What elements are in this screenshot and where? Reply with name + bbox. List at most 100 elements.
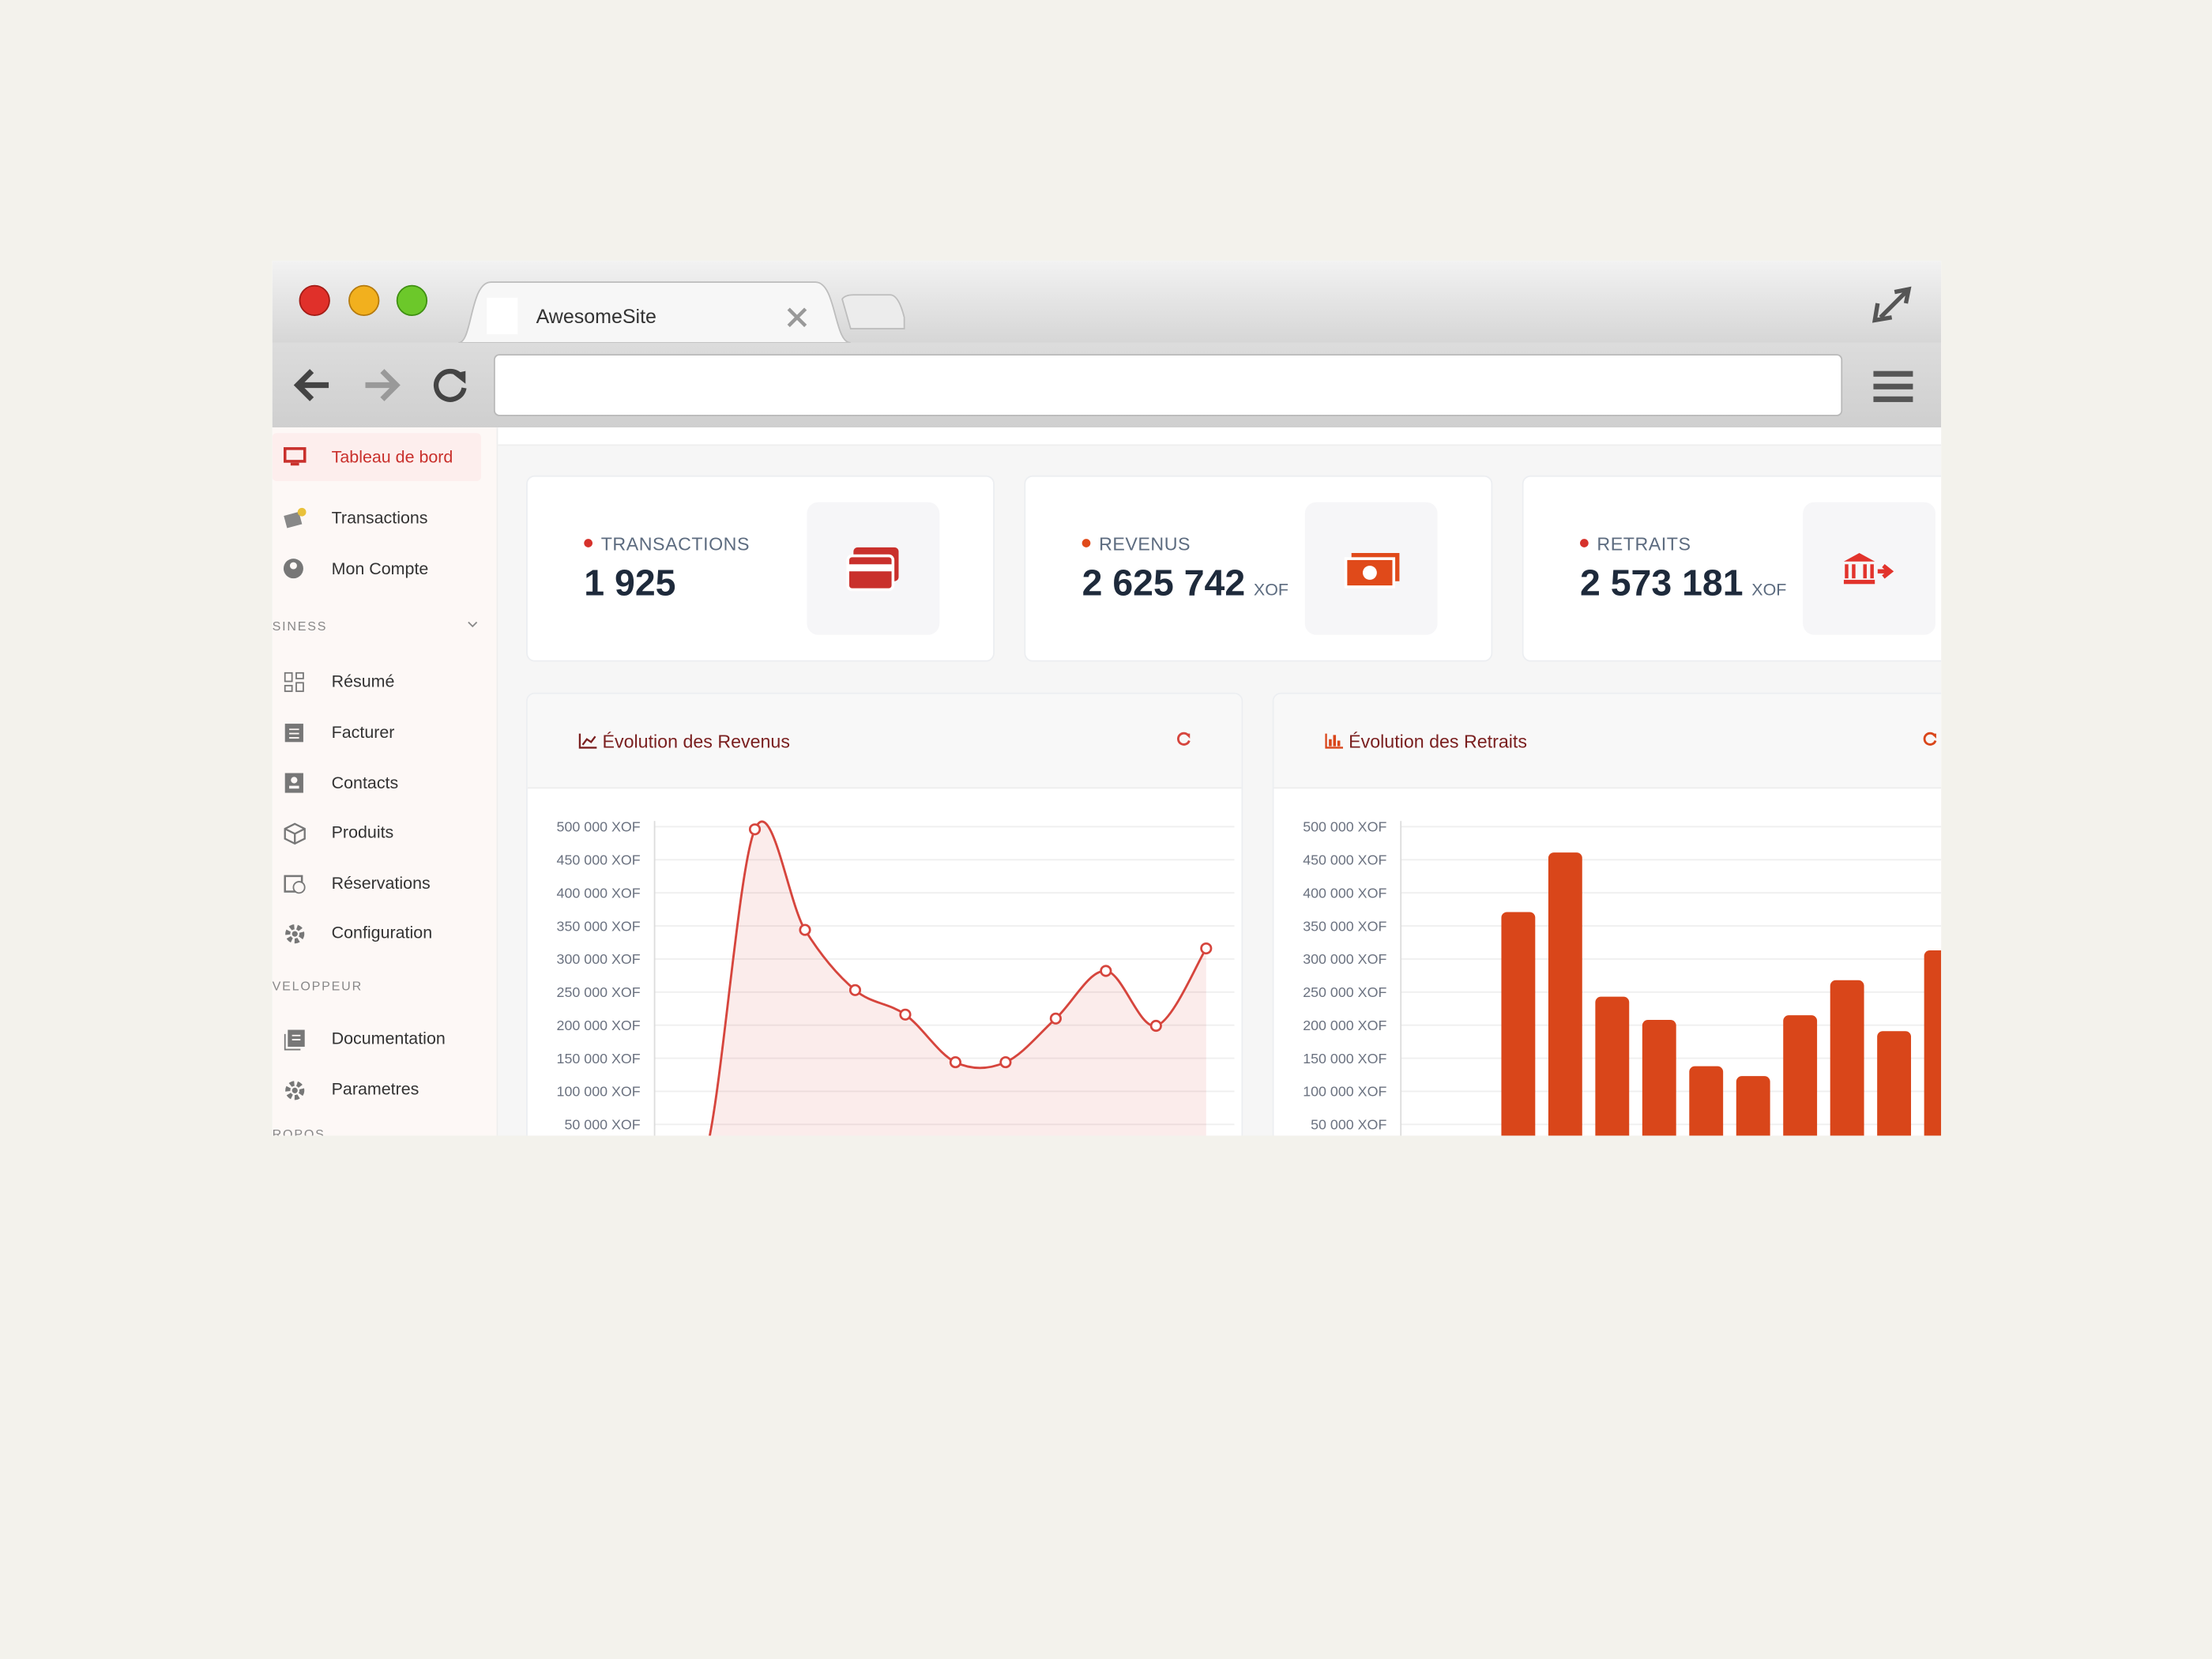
- icon: [284, 822, 306, 845]
- y-tick-label: 100 000 XOF: [1303, 1084, 1386, 1100]
- tab-bar: AwesomeSite: [272, 261, 1942, 344]
- stat-number: 2 625 742: [1082, 561, 1246, 604]
- icon: [1344, 553, 1400, 589]
- stat-label: RETRAITS: [1597, 533, 1691, 555]
- address-bar[interactable]: [494, 354, 1843, 416]
- stat-value: 2 625 742 XOF: [1082, 562, 1288, 605]
- forward-button[interactable]: [365, 369, 401, 401]
- chart-title: Évolution des Retraits: [1349, 731, 1527, 752]
- nav-item[interactable]: Facturer: [331, 722, 395, 743]
- point: [999, 1055, 1012, 1069]
- point: [1049, 1012, 1062, 1025]
- y-tick-label: 150 000 XOF: [557, 1051, 641, 1066]
- nav-item[interactable]: Mon Compte: [331, 559, 429, 579]
- stat-card: RETRAITS 2 573 181 XOF: [1522, 475, 1942, 662]
- icon: [1843, 553, 1894, 585]
- nav-item[interactable]: Produits: [331, 822, 394, 843]
- chevron[interactable]: [465, 619, 480, 630]
- refresh-button[interactable]: [1921, 731, 1938, 747]
- fullscreen-icon[interactable]: [1872, 286, 1912, 323]
- icon: [283, 559, 303, 579]
- icon-box: [807, 502, 940, 635]
- bar: [1736, 1076, 1770, 1136]
- icon: [285, 1081, 305, 1100]
- chart-icon: [578, 733, 597, 749]
- nav-item[interactable]: Tableau de bord: [331, 447, 453, 468]
- tab-close[interactable]: [787, 307, 807, 328]
- nav-item[interactable]: Configuration: [331, 922, 433, 942]
- y-tick-label: 350 000 XOF: [557, 918, 641, 934]
- chart-header: [1273, 694, 1942, 789]
- maximize-button[interactable]: [396, 284, 428, 317]
- bar: [1830, 980, 1864, 1136]
- nav-item[interactable]: Contacts: [331, 773, 399, 793]
- refresh-button[interactable]: [1176, 731, 1192, 747]
- browser-window: AwesomeSite Tableau de bord Transactions…: [272, 261, 1942, 1136]
- section-title: ROPOS: [272, 1127, 325, 1136]
- y-tick-label: 450 000 XOF: [557, 852, 641, 868]
- close-button[interactable]: [299, 284, 330, 317]
- icon: [284, 724, 303, 743]
- stat-unit: XOF: [1751, 579, 1787, 600]
- stat-value: 2 573 181 XOF: [1580, 562, 1786, 605]
- chart-header: [527, 694, 1242, 789]
- point: [748, 823, 762, 836]
- icon: [283, 447, 307, 466]
- bar: [1689, 1066, 1724, 1136]
- dot: [1580, 539, 1589, 547]
- y-tick-label: 100 000 XOF: [557, 1084, 641, 1100]
- point: [1200, 942, 1213, 955]
- nav-item[interactable]: Réservations: [331, 873, 431, 893]
- nav-item[interactable]: Transactions: [331, 507, 428, 528]
- dot: [584, 539, 592, 547]
- y-tick-label: 50 000 XOF: [564, 1117, 640, 1133]
- icon: [284, 1029, 305, 1051]
- bar: [1783, 1015, 1818, 1136]
- section-title: SINESS: [272, 619, 328, 634]
- nav-item[interactable]: Documentation: [331, 1028, 446, 1048]
- y-tick-label: 300 000 XOF: [1303, 951, 1386, 967]
- point: [848, 984, 862, 996]
- bar: [1548, 852, 1582, 1136]
- point: [1100, 965, 1112, 977]
- icon: [284, 507, 307, 529]
- bar: [1924, 950, 1942, 1136]
- y-tick-label: 200 000 XOF: [1303, 1018, 1386, 1033]
- bar: [1501, 912, 1536, 1136]
- sidebar: Tableau de bord Transactions Mon Compte …: [272, 427, 498, 1136]
- menu-button[interactable]: [1872, 368, 1915, 404]
- stat-card: REVENUS 2 625 742 XOF: [1024, 475, 1493, 662]
- reload-button[interactable]: [433, 368, 467, 402]
- y-tick-label: 250 000 XOF: [1303, 984, 1386, 1000]
- y-tick-label: 400 000 XOF: [1303, 885, 1386, 901]
- chart-card: Évolution des Retraits 50 000 XOF 100 000…: [1272, 692, 1942, 1136]
- tab-bar-graphics: AwesomeSite: [299, 281, 1912, 344]
- icon-box: [1304, 502, 1438, 635]
- chart-card: Évolution des Revenus 50 000 XOF 100 000 …: [526, 692, 1243, 1136]
- stat-unit: XOF: [1253, 579, 1288, 600]
- chart-icon: [1325, 733, 1343, 749]
- icon: [285, 924, 305, 944]
- point: [1149, 1019, 1162, 1033]
- toolbar: [272, 342, 1942, 428]
- icon: [284, 672, 304, 692]
- stat-number: 1 925: [584, 561, 676, 604]
- y-tick-label: 50 000 XOF: [1311, 1117, 1386, 1133]
- tab[interactable]: [458, 281, 851, 344]
- new-tab[interactable]: [841, 294, 905, 329]
- page-content: Tableau de bord Transactions Mon Compte …: [272, 427, 1942, 1136]
- minimize-button[interactable]: [348, 284, 380, 317]
- y-tick-label: 200 000 XOF: [557, 1018, 641, 1033]
- nav-item[interactable]: Résumé: [331, 672, 395, 691]
- y-tick-label: 150 000 XOF: [1303, 1051, 1386, 1066]
- stat-value: 1 925: [584, 562, 675, 605]
- area: [709, 822, 1206, 1136]
- nav-item[interactable]: Parametres: [331, 1079, 419, 1100]
- back-button[interactable]: [293, 369, 329, 401]
- favicon: [487, 297, 518, 335]
- dot: [1082, 539, 1091, 547]
- y-tick-label: 250 000 XOF: [557, 984, 641, 1000]
- nav-buttons: [293, 368, 467, 402]
